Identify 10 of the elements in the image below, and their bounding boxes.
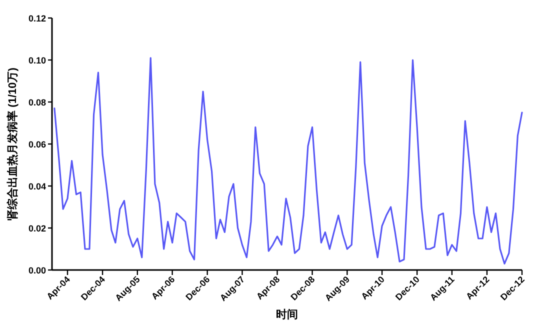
y-tick-label: 0.02: [28, 224, 46, 234]
x-axis-title: 时间: [276, 308, 298, 321]
y-tick-label: 0.08: [28, 98, 46, 108]
y-axis-title: 肾综合出血热月发病率 (1/10万): [6, 67, 19, 220]
line-series: [54, 57, 523, 264]
y-tick-label: 0.12: [28, 14, 46, 24]
y-tick-label: 0.04: [28, 182, 46, 192]
y-tick-label: 0.06: [28, 140, 46, 150]
y-tick-label: 0.10: [28, 56, 46, 66]
y-tick-label: 0.00: [28, 266, 46, 276]
